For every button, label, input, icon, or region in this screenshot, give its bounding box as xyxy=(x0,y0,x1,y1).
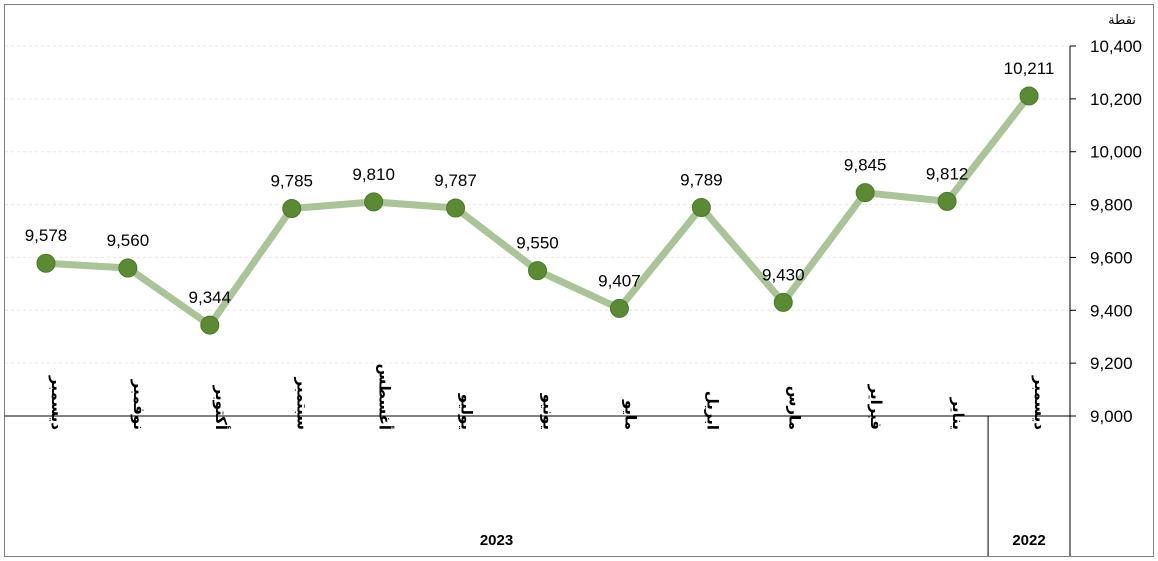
month-label: مايو xyxy=(621,399,639,430)
data-point xyxy=(282,199,302,219)
data-label: 9,785 xyxy=(270,172,313,191)
gridlines xyxy=(5,45,1070,364)
data-label: 9,560 xyxy=(107,231,150,250)
data-label: 9,550 xyxy=(516,234,559,253)
chart-frame xyxy=(4,4,1154,557)
y-tick-label: 9,800 xyxy=(1090,196,1133,215)
y-tick-label: 10,000 xyxy=(1090,143,1142,162)
data-label: 9,810 xyxy=(352,165,395,184)
data-label: 10,211 xyxy=(1004,59,1055,78)
month-label: نوفمبر xyxy=(130,379,148,430)
month-label: يونيو xyxy=(540,393,558,430)
data-point xyxy=(364,192,384,212)
month-label: يوليو xyxy=(458,393,476,430)
x-category-labels: ديسمبر يناير فبراير مارس ابريل مايو يونيو يوليو… xyxy=(48,364,1049,431)
month-label: يناير xyxy=(949,397,967,430)
data-point xyxy=(691,197,711,217)
series-markers xyxy=(36,86,1039,335)
data-point xyxy=(937,191,957,211)
y-tick-labels: 9,000 9,200 9,400 9,600 9,800 10,000 10,200 10,… xyxy=(1090,37,1142,426)
y-tick-label: 9,200 xyxy=(1090,354,1133,373)
y-tick-label: 10,400 xyxy=(1090,37,1142,56)
data-label: 9,812 xyxy=(926,164,969,183)
data-point xyxy=(1019,86,1039,106)
y-tick-label: 10,200 xyxy=(1090,90,1142,109)
month-label: أكتوبر xyxy=(212,385,231,430)
data-point xyxy=(446,198,466,218)
month-label: ابريل xyxy=(703,391,721,430)
data-point xyxy=(200,315,220,335)
y-tick-label: 9,400 xyxy=(1090,301,1133,320)
axes xyxy=(4,45,1076,556)
data-label: 9,407 xyxy=(598,271,641,290)
month-label: سبتمبر xyxy=(294,376,312,430)
month-label: فبراير xyxy=(867,384,885,430)
data-point xyxy=(36,253,56,273)
data-point xyxy=(528,261,547,281)
month-label: مارس xyxy=(785,386,803,430)
year-label: 2022 xyxy=(1012,532,1045,549)
month-label: أغسطس xyxy=(376,364,395,430)
month-label: ديسمبر xyxy=(48,375,66,430)
data-point xyxy=(609,298,629,318)
data-label: 9,430 xyxy=(762,265,805,284)
data-label: 9,344 xyxy=(189,288,232,307)
data-label: 9,845 xyxy=(844,156,887,175)
y-unit-label: نقطة xyxy=(1108,13,1136,28)
data-label: 9,787 xyxy=(434,171,477,190)
data-point xyxy=(118,258,138,278)
y-tick-label: 9,000 xyxy=(1090,407,1133,426)
y-tick-label: 9,600 xyxy=(1090,248,1133,267)
data-point xyxy=(773,292,793,312)
month-label: ديسمبر xyxy=(1031,375,1049,430)
data-label: 9,789 xyxy=(680,170,723,189)
data-labels: 10,211 9,812 9,845 9,430 9,789 9,407 9,550 9,78… xyxy=(25,59,1055,307)
x-year-labels: 2022 2023 xyxy=(480,532,1046,549)
data-label: 9,578 xyxy=(25,226,68,245)
data-point xyxy=(855,183,875,203)
year-label: 2023 xyxy=(480,532,513,549)
